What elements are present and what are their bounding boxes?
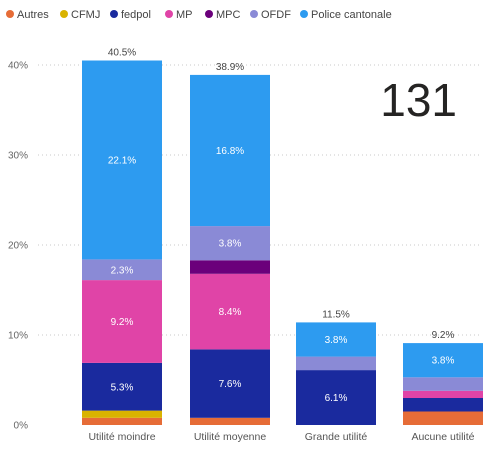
- bar-segment[interactable]: [190, 74, 270, 227]
- data-label: 7.6%: [219, 379, 242, 390]
- chart-legend: Autres CFMJ fedpol MP MPC OFDF Police cantonal…: [6, 9, 392, 21]
- legend-label: fedpol: [121, 9, 151, 21]
- y-tick-label: 20%: [8, 241, 28, 252]
- bar-segment[interactable]: [190, 226, 270, 261]
- data-label: 6.1%: [325, 393, 348, 404]
- bar-segment[interactable]: [190, 273, 270, 350]
- legend-item[interactable]: OFDF: [250, 9, 291, 21]
- total-label: 38.9%: [216, 62, 244, 73]
- legend-item[interactable]: Police cantonale: [300, 9, 392, 21]
- legend-label: MPC: [216, 9, 241, 21]
- bar-segment[interactable]: [82, 280, 162, 363]
- legend-item[interactable]: fedpol: [110, 9, 151, 21]
- legend-label: MP: [176, 9, 193, 21]
- count-value: 131: [380, 74, 457, 126]
- bar-segment[interactable]: [190, 417, 270, 425]
- x-category-label: Grande utilité: [305, 431, 368, 443]
- bar-segment[interactable]: [82, 259, 162, 281]
- bar-segment[interactable]: [82, 60, 162, 260]
- legend-item[interactable]: Autres: [6, 9, 49, 21]
- y-tick-label: 10%: [8, 331, 28, 342]
- x-category-label: Aucune utilité: [411, 431, 474, 443]
- bar-segment[interactable]: [296, 322, 376, 357]
- bar-segment[interactable]: [190, 349, 270, 418]
- bar-segment[interactable]: [403, 398, 483, 412]
- data-label: 3.8%: [325, 335, 348, 346]
- legend-item[interactable]: CFMJ: [60, 9, 100, 21]
- legend-marker: [300, 10, 308, 18]
- y-tick-label: 40%: [8, 61, 28, 72]
- bar-segment[interactable]: [82, 417, 162, 425]
- legend-marker: [250, 10, 258, 18]
- legend-item[interactable]: MPC: [205, 9, 241, 21]
- bar-segment[interactable]: [82, 410, 162, 418]
- bars: 5.3% 9.2% 2.3% 22.1% 40.5% Utilité moindre 7.6…: [82, 48, 483, 443]
- bar-segment[interactable]: [403, 390, 483, 398]
- total-label: 9.2%: [432, 330, 455, 341]
- bar-segment[interactable]: [190, 260, 270, 274]
- data-label: 9.2%: [111, 317, 134, 328]
- bar-segment[interactable]: [296, 370, 376, 425]
- legend-label: Police cantonale: [311, 9, 392, 21]
- data-label: 5.3%: [111, 382, 134, 393]
- legend-label: Autres: [17, 9, 49, 21]
- bar-segment[interactable]: [296, 356, 376, 371]
- data-label: 8.4%: [219, 307, 242, 318]
- x-category-label: Utilité moindre: [88, 431, 155, 443]
- bar-segment[interactable]: [403, 377, 483, 391]
- legend-marker: [6, 10, 14, 18]
- y-tick-label: 30%: [8, 151, 28, 162]
- legend-marker: [165, 10, 173, 18]
- legend-item[interactable]: MP: [165, 9, 193, 21]
- x-category-label: Utilité moyenne: [194, 431, 267, 443]
- legend-marker: [205, 10, 213, 18]
- bar-segment[interactable]: [403, 343, 483, 378]
- legend-label: OFDF: [261, 9, 291, 21]
- data-label: 3.8%: [432, 356, 455, 367]
- legend-label: CFMJ: [71, 9, 100, 21]
- legend-marker: [110, 10, 118, 18]
- y-tick-label: 0%: [14, 421, 29, 432]
- data-label: 2.3%: [111, 265, 134, 276]
- data-label: 3.8%: [219, 239, 242, 250]
- legend-marker: [60, 10, 68, 18]
- total-label: 11.5%: [322, 309, 350, 320]
- data-label: 22.1%: [108, 155, 136, 166]
- data-label: 16.8%: [216, 146, 244, 157]
- total-label: 40.5%: [108, 48, 136, 59]
- bar-segment[interactable]: [82, 362, 162, 411]
- bar-segment[interactable]: [403, 411, 483, 426]
